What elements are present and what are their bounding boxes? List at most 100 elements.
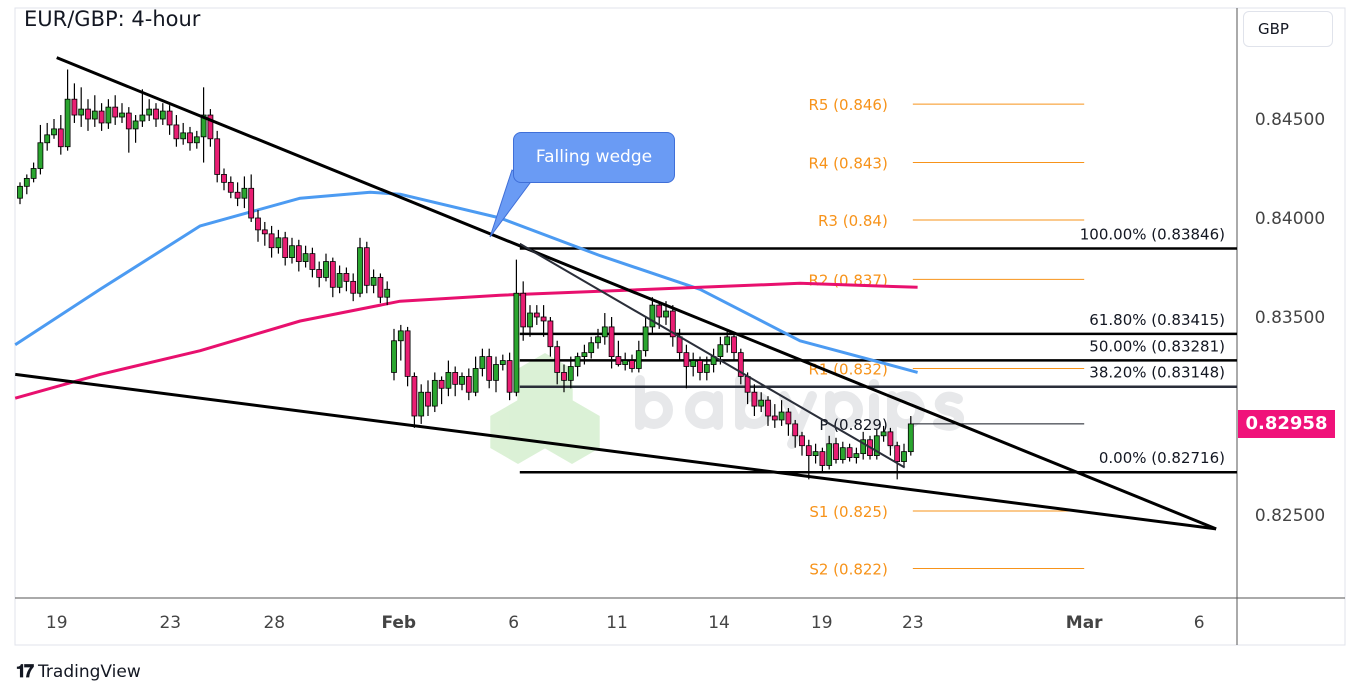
- candle-down: [629, 354, 635, 373]
- candle-body: [397, 330, 404, 342]
- candle-down: [554, 340, 561, 385]
- candle-down: [71, 83, 78, 123]
- chart-frame: [14, 7, 1346, 646]
- candle-up: [200, 87, 207, 163]
- candle-up: [139, 89, 146, 127]
- candles: [17, 69, 914, 480]
- candle-body: [697, 360, 703, 373]
- candle-up: [703, 356, 710, 381]
- candle-body: [316, 269, 323, 278]
- candle-down: [261, 221, 268, 246]
- candle-down: [771, 404, 778, 428]
- candle-body: [601, 326, 608, 338]
- time-tick-label: 11: [606, 613, 628, 633]
- candle-body: [771, 415, 778, 421]
- moving-average-fast: [14, 190, 918, 374]
- pivot-label: R1 (0.832): [808, 360, 887, 378]
- candle-up: [622, 352, 629, 371]
- candle-body: [404, 330, 411, 377]
- time-tick-label: 23: [159, 613, 181, 633]
- candle-body: [574, 356, 581, 367]
- fib-label: 100.00% (0.83846): [1080, 225, 1225, 243]
- trendline-wedge-lower: [15, 372, 1217, 531]
- candle-up: [479, 348, 486, 377]
- tradingview-brand[interactable]: 𝟏𝟕 TradingView: [16, 661, 141, 682]
- candle-body: [57, 128, 64, 148]
- candle-up: [588, 336, 595, 359]
- candle-body: [894, 445, 901, 462]
- time-tick-label: 14: [708, 613, 730, 633]
- candle-body: [683, 352, 690, 367]
- watermark-lettering: [635, 375, 964, 449]
- candle-down: [248, 174, 255, 222]
- candle-body: [826, 443, 833, 466]
- candle-up: [275, 229, 282, 254]
- candle-body: [282, 237, 289, 259]
- candle-body: [336, 273, 343, 288]
- candle-up: [105, 99, 112, 129]
- candle-up: [513, 259, 520, 397]
- candle-body: [91, 110, 98, 120]
- candle-down: [615, 340, 622, 367]
- candle-body: [411, 375, 418, 417]
- candle-up: [51, 119, 57, 139]
- candle-body: [78, 108, 85, 116]
- candle-up: [873, 429, 880, 460]
- time-tick-label: 6: [1194, 613, 1205, 633]
- candle-body: [98, 110, 105, 124]
- currency-selector[interactable]: GBP: [1243, 11, 1333, 47]
- candle-body: [799, 435, 805, 447]
- candle-down: [887, 427, 894, 456]
- candle-body: [588, 342, 595, 354]
- candle-down: [452, 366, 459, 397]
- candle-up: [418, 384, 425, 424]
- candle-body: [173, 124, 180, 140]
- candle-body: [486, 356, 493, 381]
- time-tick-label: Mar: [1066, 613, 1103, 633]
- candle-down: [799, 431, 805, 456]
- candle-body: [547, 320, 554, 348]
- candle-up: [853, 447, 860, 464]
- candle-down: [785, 408, 792, 436]
- candle-up: [302, 245, 309, 268]
- candle-body: [479, 356, 486, 369]
- candle-body: [370, 276, 377, 286]
- candle-up: [336, 265, 343, 294]
- candle-down: [282, 231, 289, 266]
- candle-body: [431, 379, 438, 407]
- candle-body: [629, 360, 635, 369]
- candle-body: [37, 142, 44, 169]
- candle-body: [71, 98, 78, 116]
- candle-body: [357, 247, 363, 294]
- time-tick-label: 23: [902, 613, 924, 633]
- candle-body: [785, 411, 792, 425]
- candle-up: [860, 431, 867, 460]
- candle-down: [737, 348, 744, 385]
- candle-up: [880, 425, 887, 442]
- fib-label: 0.00% (0.82716): [1099, 449, 1225, 467]
- candle-up: [826, 435, 833, 470]
- candle-body: [112, 106, 119, 118]
- candle-down: [751, 384, 758, 416]
- pivot-label: P (0.829): [819, 416, 887, 434]
- pivot-label: R5 (0.846): [808, 96, 887, 114]
- pivot-label: S1 (0.825): [809, 503, 887, 521]
- candle-body: [309, 253, 316, 270]
- candle-body: [669, 310, 676, 338]
- candle-body: [418, 391, 425, 417]
- candle-body: [540, 316, 547, 322]
- time-tick-label: 28: [263, 613, 285, 633]
- candle-down: [683, 344, 690, 389]
- candle-body: [323, 261, 329, 278]
- candle-body: [64, 98, 71, 148]
- candle-body: [105, 106, 112, 124]
- candle-up: [357, 237, 363, 298]
- candle-down: [833, 437, 839, 464]
- candle-up: [499, 354, 506, 371]
- candle-body: [459, 375, 465, 385]
- candle-down: [173, 115, 180, 147]
- candle-up: [159, 103, 166, 125]
- candle-body: [125, 112, 132, 130]
- tradingview-label: TradingView: [38, 661, 141, 682]
